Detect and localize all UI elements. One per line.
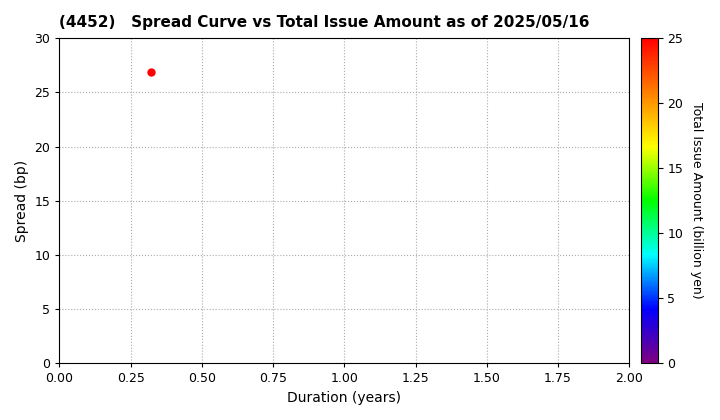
Point [145,68,156,75]
Y-axis label: Total Issue Amount (billion yen): Total Issue Amount (billion yen) [690,102,703,299]
Y-axis label: Spread (bp): Spread (bp) [15,160,29,242]
Text: (4452)   Spread Curve vs Total Issue Amount as of 2025/05/16: (4452) Spread Curve vs Total Issue Amoun… [60,15,590,30]
X-axis label: Duration (years): Duration (years) [287,391,401,405]
